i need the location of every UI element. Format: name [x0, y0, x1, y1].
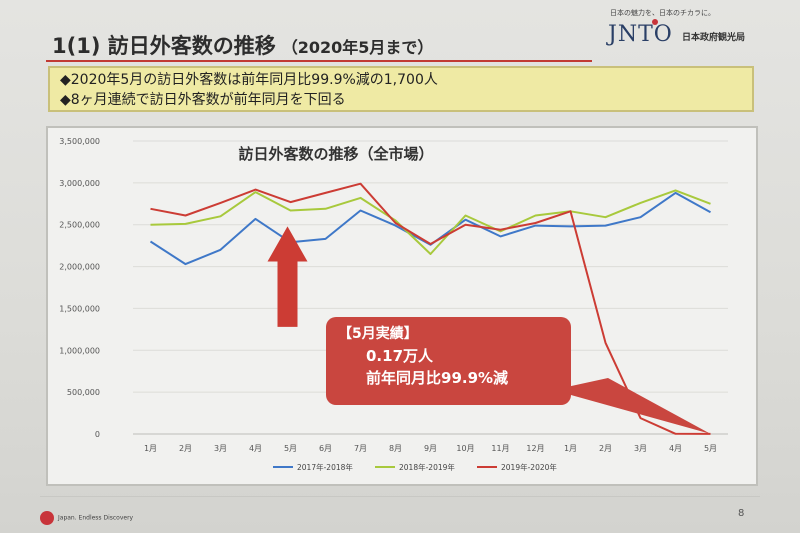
page-number: 8 — [738, 508, 745, 519]
y-tick-label: 500,000 — [67, 388, 100, 397]
callout-pointer — [553, 378, 711, 434]
legend-label: 2019年-2020年 — [501, 462, 557, 472]
footer-divider — [40, 496, 760, 497]
x-tick-label: 1月 — [564, 444, 577, 453]
x-tick-label: 9月 — [424, 444, 437, 453]
series-line-3 — [150, 182, 711, 435]
logo-org-name: 日本政府観光局 — [682, 33, 746, 43]
x-tick-label: 5月 — [284, 444, 297, 453]
x-tick-label: 3月 — [214, 444, 227, 453]
x-tick-label: 7月 — [354, 444, 367, 453]
x-tick-label: 6月 — [319, 444, 332, 453]
footer-brand-text: Japan. Endless Discovery — [58, 514, 134, 522]
legend-label: 2018年-2019年 — [399, 462, 455, 472]
x-tick-label: 4月 — [669, 444, 682, 453]
x-tick-label: 10月 — [456, 444, 474, 453]
chart-title: 訪日外客数の推移（全市場） — [238, 145, 433, 163]
x-tick-label: 2月 — [599, 444, 612, 453]
brand-flower-icon — [40, 511, 54, 525]
slide-title: 1(1) 訪日外客数の推移 （2020年5月まで） — [52, 30, 433, 60]
x-tick-label: 8月 — [389, 444, 402, 453]
title-underline — [46, 60, 592, 62]
chart-panel: 訪日外客数の推移（全市場） 0 500,000 1,000,000 1,500,000 2… — [46, 126, 758, 486]
summary-bullet-1: ◆2020年5月の訪日外客数は前年同月比99.9%減の1,700人 — [60, 72, 438, 88]
summary-bullet-2: ◆8ヶ月連続で訪日外客数が前年同月を下回る — [60, 92, 346, 108]
line-chart: 訪日外客数の推移（全市場） 0 500,000 1,000,000 1,500,000 2… — [59, 137, 728, 472]
y-tick-label: 0 — [95, 430, 100, 439]
x-tick-label: 2月 — [179, 444, 192, 453]
up-arrow-icon — [267, 226, 308, 327]
logo-mark: JNTO — [608, 22, 673, 47]
x-tick-label: 11月 — [491, 444, 509, 453]
legend-label: 2017年-2018年 — [297, 462, 353, 472]
may-results-callout: 【5月実績】 0.17万人 前年同月比99.9%減 — [326, 317, 571, 405]
logo-dot-icon — [652, 19, 658, 25]
logo-tagline: 日本の魅力を、日本のチカラに。 — [610, 9, 715, 17]
y-tick-label: 3,000,000 — [59, 179, 100, 188]
y-tick-label: 2,500,000 — [59, 221, 100, 230]
jnto-logo: 日本の魅力を、日本のチカラに。 JNTO 日本政府観光局 — [598, 8, 778, 58]
series-line-2 — [150, 189, 711, 255]
footer-brand: Japan. Endless Discovery — [40, 511, 133, 525]
callout-heading: 【5月実績】 — [338, 326, 418, 342]
x-tick-label: 4月 — [249, 444, 262, 453]
callout-change: 前年同月比99.9%減 — [366, 369, 509, 387]
slide-subtitle: （2020年5月まで） — [281, 38, 434, 57]
y-tick-label: 3,500,000 — [59, 137, 100, 146]
x-tick-label: 1月 — [144, 444, 157, 453]
x-tick-label: 12月 — [526, 444, 544, 453]
y-tick-label: 2,000,000 — [59, 263, 100, 272]
x-tick-label: 3月 — [634, 444, 647, 453]
x-tick-label: 5月 — [704, 444, 717, 453]
callout-value: 0.17万人 — [366, 347, 434, 365]
y-tick-label: 1,000,000 — [59, 346, 100, 355]
y-tick-label: 1,500,000 — [59, 304, 100, 313]
slide-title-text: 1(1) 訪日外客数の推移 — [52, 34, 276, 58]
summary-box: ◆2020年5月の訪日外客数は前年同月比99.9%減の1,700人 ◆8ヶ月連続… — [48, 66, 754, 112]
